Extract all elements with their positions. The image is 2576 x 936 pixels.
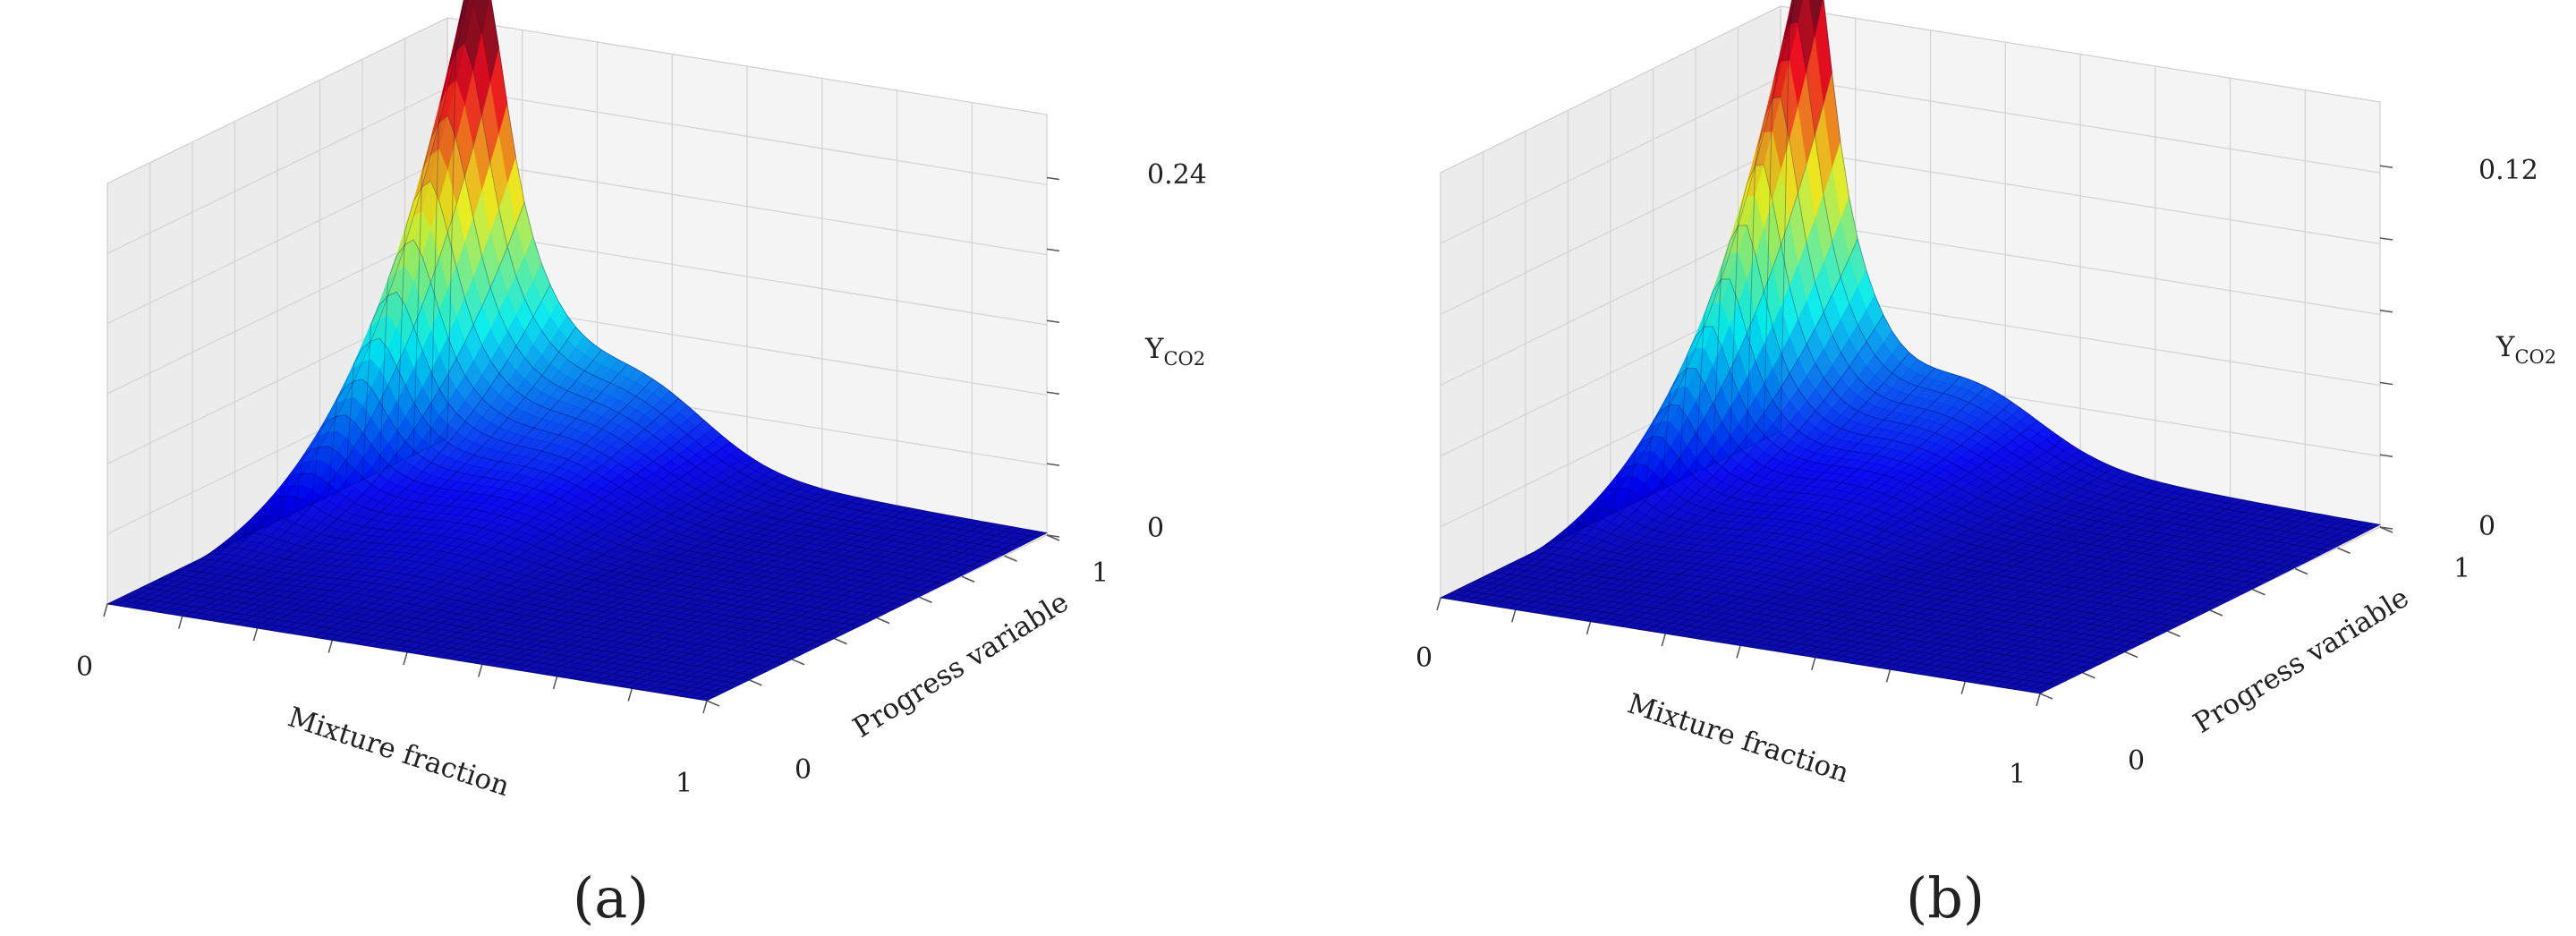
z-tick xyxy=(2379,310,2393,313)
x-tick xyxy=(702,700,708,714)
y-tick xyxy=(2039,693,2053,700)
z-tick xyxy=(1046,463,1060,466)
z-tick-label-max: 0.24 xyxy=(1147,159,1207,191)
x-tick xyxy=(1661,633,1666,647)
z-tick xyxy=(1046,176,1060,181)
x-tick xyxy=(1511,609,1517,623)
x-tick xyxy=(327,640,333,653)
grid-line xyxy=(106,87,448,254)
x-tick xyxy=(1811,657,1816,671)
y-tick xyxy=(919,596,932,604)
x-tick xyxy=(178,616,183,629)
y-tick-label-min: 0 xyxy=(795,754,812,786)
y-tick xyxy=(2294,567,2308,575)
z-tick xyxy=(2379,381,2393,386)
x-tick xyxy=(2036,693,2041,707)
z-tick xyxy=(2379,454,2393,457)
x-tick xyxy=(1736,645,1741,659)
y-tick xyxy=(834,637,847,645)
y-tick xyxy=(1046,534,1060,541)
y-tick xyxy=(2082,672,2096,679)
z-tick-label-min: 0 xyxy=(1147,513,1164,544)
z-tick xyxy=(1046,248,1060,252)
x-axis-title: Mixture fraction xyxy=(285,701,514,803)
surface-plot-a xyxy=(106,0,1048,702)
grid-line xyxy=(106,157,448,325)
grid-line xyxy=(446,157,1048,256)
y-tick xyxy=(749,679,762,686)
y-tick xyxy=(1004,555,1017,562)
y-tick xyxy=(2124,651,2138,659)
grid-line xyxy=(106,227,448,395)
grid-line xyxy=(446,87,1048,185)
x-tick xyxy=(252,627,259,642)
x-tick xyxy=(478,664,483,677)
x-tick-label-min: 0 xyxy=(76,651,93,683)
grid-line xyxy=(446,227,1048,326)
z-axis-title: YCO2 xyxy=(1144,333,1205,370)
panel-label: (a) xyxy=(573,865,649,931)
y-tick xyxy=(2209,609,2223,617)
x-tick xyxy=(552,676,558,690)
y-tick xyxy=(2167,630,2181,637)
y-tick xyxy=(706,700,720,707)
x-tick xyxy=(1436,597,1441,611)
x-tick xyxy=(403,651,408,666)
y-tick-label-max: 1 xyxy=(1092,557,1109,589)
z-tick xyxy=(2379,165,2393,168)
z-axis-title-main: Y xyxy=(1144,333,1164,365)
z-axis-title-sub: CO2 xyxy=(1163,348,1205,370)
x-tick xyxy=(1885,669,1892,683)
x-tick xyxy=(627,688,633,702)
z-tick xyxy=(2379,237,2393,241)
panel-a: 0 1 0 1 0 0.24 Mixture fraction Progress… xyxy=(76,0,1207,931)
x-tick xyxy=(1960,681,1966,694)
y-tick xyxy=(2337,547,2351,554)
z-tick xyxy=(1046,319,1060,324)
z-tick xyxy=(1046,391,1060,395)
y-tick xyxy=(2252,589,2266,596)
x-tick-label-max: 1 xyxy=(676,768,693,799)
panel-b: 0 1 0 1 0 0.12 Mixture fraction Progress… xyxy=(1416,0,2556,931)
x-tick xyxy=(1586,621,1592,634)
y-tick xyxy=(876,617,890,625)
x-tick xyxy=(103,603,108,617)
y-tick xyxy=(791,659,805,666)
y-tick xyxy=(961,575,975,583)
